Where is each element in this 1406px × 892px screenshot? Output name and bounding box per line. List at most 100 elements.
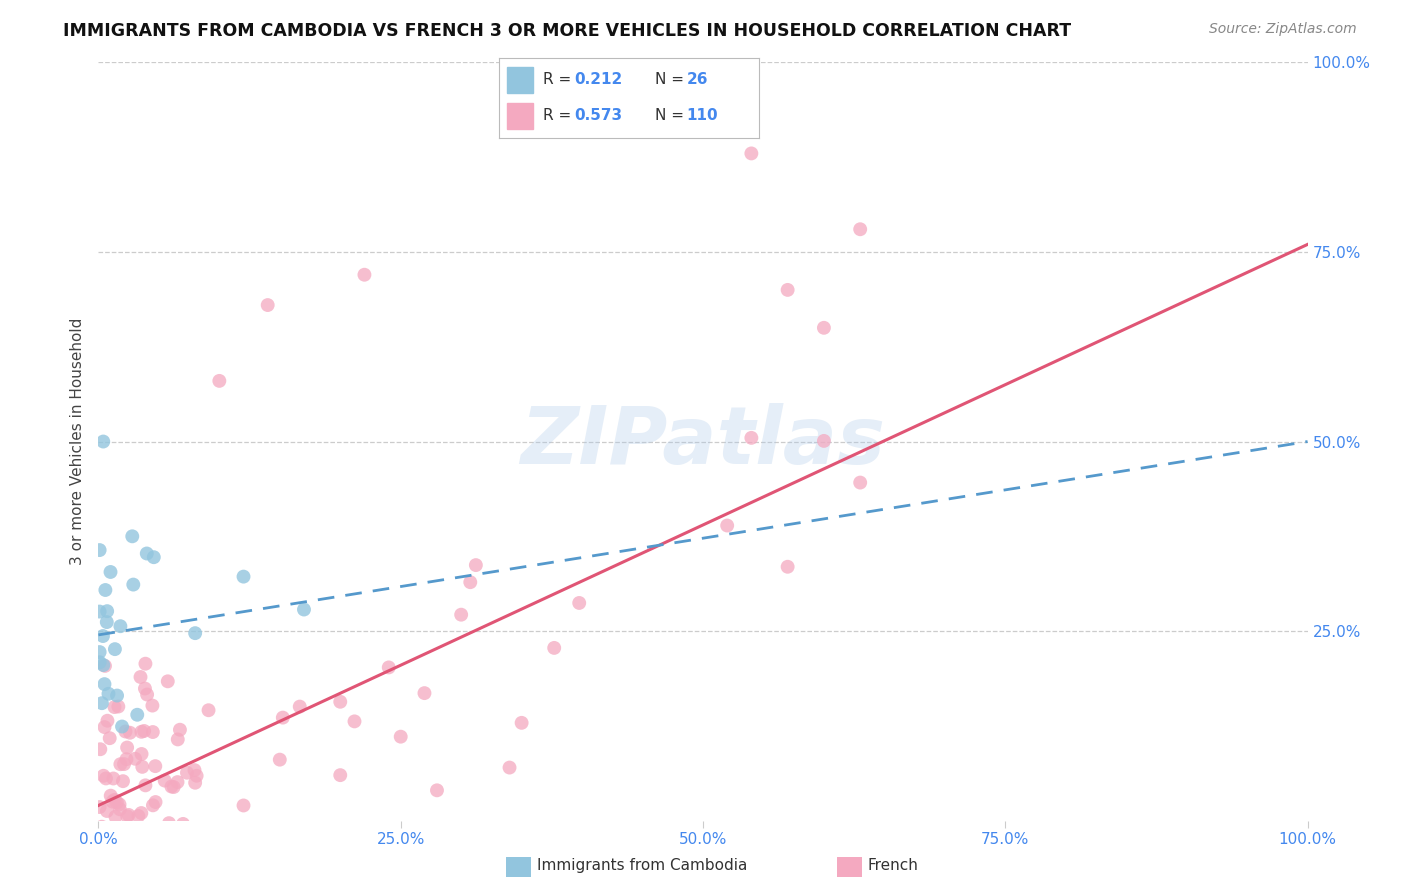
Point: [103, 772, 125, 786]
Point: [143, 876, 166, 890]
Point: [93, 677, 115, 691]
Point: [498, 760, 520, 774]
Point: [740, 146, 762, 161]
Point: [100, 877, 122, 891]
Point: [96, 804, 118, 818]
Point: [389, 730, 412, 744]
Point: [105, 796, 128, 810]
Point: [117, 808, 139, 822]
Point: [186, 769, 208, 783]
Point: [96, 604, 118, 618]
Point: [122, 867, 145, 881]
Point: [292, 602, 315, 616]
Point: [143, 759, 166, 773]
Point: [197, 703, 219, 717]
Point: [104, 810, 127, 824]
Point: [232, 569, 254, 583]
Point: [141, 698, 163, 713]
Point: [94, 659, 117, 673]
Point: [121, 529, 143, 543]
Point: [114, 867, 136, 881]
Point: [118, 889, 141, 892]
Point: [198, 871, 221, 885]
Point: [91, 629, 114, 643]
Point: [776, 559, 799, 574]
Point: [377, 660, 399, 674]
Text: 26: 26: [686, 72, 707, 87]
Point: [91, 434, 114, 449]
Point: [134, 657, 156, 671]
Point: [464, 558, 486, 573]
Point: [107, 839, 129, 854]
Point: [450, 607, 472, 622]
Point: [776, 283, 799, 297]
Point: [716, 108, 738, 122]
Point: [118, 725, 141, 739]
Point: [510, 715, 533, 730]
Point: [813, 320, 835, 334]
Point: [329, 695, 352, 709]
Point: [135, 547, 157, 561]
Point: [110, 619, 132, 633]
Point: [172, 817, 194, 831]
Point: [94, 582, 117, 597]
Point: [134, 723, 156, 738]
Point: [127, 707, 149, 722]
Point: [131, 724, 153, 739]
Point: [159, 855, 181, 869]
Point: [353, 268, 375, 282]
Point: [271, 710, 294, 724]
Point: [269, 753, 291, 767]
Point: [115, 740, 138, 755]
Point: [288, 699, 311, 714]
Text: French: French: [868, 858, 918, 872]
Point: [849, 475, 872, 490]
Point: [112, 757, 135, 772]
Point: [134, 681, 156, 696]
Point: [89, 543, 111, 558]
Point: [166, 775, 188, 789]
Point: [121, 824, 143, 838]
Point: [104, 793, 127, 807]
Point: [108, 802, 131, 816]
Point: [142, 798, 165, 813]
Point: [89, 800, 111, 814]
Point: [740, 431, 762, 445]
Point: [131, 747, 153, 761]
Point: [716, 518, 738, 533]
Point: [93, 769, 115, 783]
Point: [97, 687, 120, 701]
Point: [131, 832, 153, 847]
Point: [145, 795, 167, 809]
Text: IMMIGRANTS FROM CAMBODIA VS FRENCH 3 OR MORE VEHICLES IN HOUSEHOLD CORRELATION C: IMMIGRANTS FROM CAMBODIA VS FRENCH 3 OR …: [63, 22, 1071, 40]
Point: [127, 809, 149, 823]
Point: [93, 658, 115, 673]
Point: [184, 776, 207, 790]
Point: [166, 732, 188, 747]
Point: [100, 565, 122, 579]
Point: [157, 816, 180, 830]
Point: [163, 780, 186, 794]
Point: [90, 822, 112, 836]
Point: [134, 875, 156, 889]
Point: [183, 763, 205, 777]
Point: [134, 778, 156, 792]
Text: R =: R =: [543, 108, 576, 123]
Point: [115, 809, 138, 823]
Point: [232, 798, 254, 813]
Point: [104, 642, 127, 657]
Text: Immigrants from Cambodia: Immigrants from Cambodia: [537, 858, 748, 872]
Point: [96, 615, 118, 629]
Text: 0.212: 0.212: [575, 72, 623, 87]
Point: [110, 757, 132, 772]
Point: [118, 829, 141, 843]
Text: R =: R =: [543, 72, 576, 87]
Point: [103, 700, 125, 714]
Point: [96, 714, 118, 728]
Point: [849, 222, 872, 236]
Point: [568, 596, 591, 610]
Point: [89, 605, 111, 619]
Point: [343, 714, 366, 729]
Text: 110: 110: [686, 108, 718, 123]
Point: [176, 765, 198, 780]
